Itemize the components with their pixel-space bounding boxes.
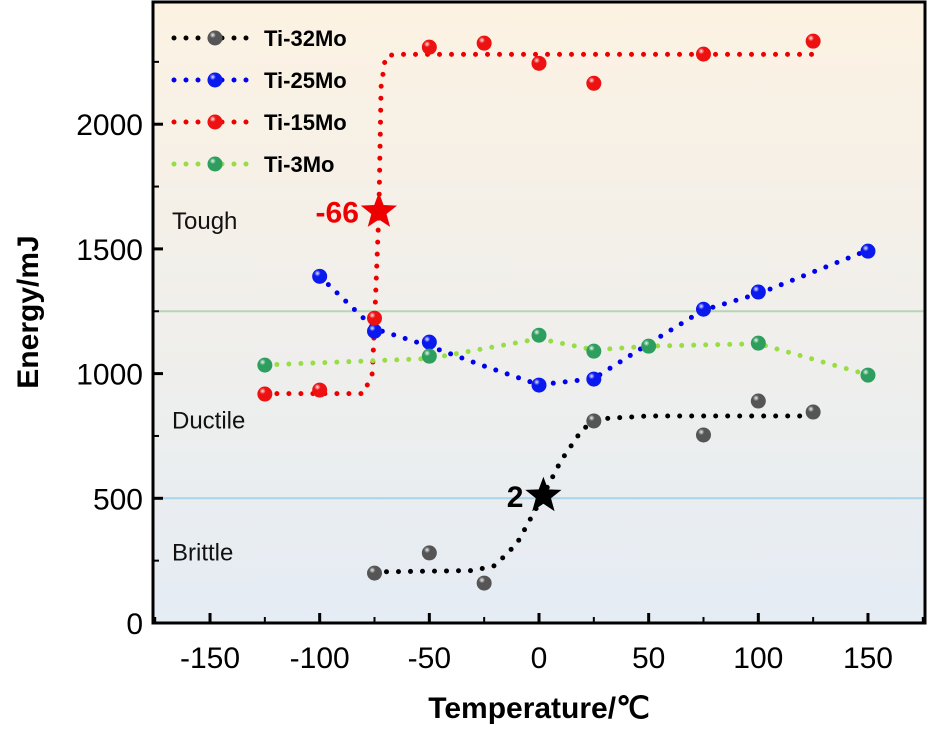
x-tick-label: -150 — [180, 642, 240, 675]
data-point-ti-15mo-highlight — [257, 386, 273, 402]
fit-line-ti-25mo — [317, 247, 871, 388]
data-point-ti-32mo-highlight — [805, 404, 821, 420]
data-point-ti-15mo-highlight — [312, 382, 328, 398]
data-point-ti-15mo-highlight — [367, 310, 383, 326]
legend-label: Ti-3Mo — [264, 152, 334, 177]
transition-temperature-label: -66 — [316, 196, 359, 229]
data-point-ti-3mo-highlight — [860, 367, 876, 383]
star-marker — [525, 476, 562, 512]
data-point-ti-25mo-highlight — [312, 268, 328, 284]
zone-label-ductile: Ductile — [172, 407, 245, 434]
y-tick-label: 500 — [93, 483, 143, 516]
data-point-ti-32mo-highlight — [586, 413, 602, 429]
legend-marker-highlight — [207, 156, 223, 172]
legend-marker-highlight — [207, 30, 223, 46]
y-axis-label: Energy/mJ — [12, 235, 45, 388]
plot-background — [153, 2, 925, 623]
data-point-ti-15mo-highlight — [531, 55, 547, 71]
data-point-ti-25mo-highlight — [421, 334, 437, 350]
data-point-ti-32mo-highlight — [367, 565, 383, 581]
star-marker — [360, 192, 397, 227]
data-point-ti-3mo-highlight — [421, 348, 437, 364]
data-point-ti-25mo-highlight — [860, 243, 876, 259]
zone-label-brittle: Brittle — [172, 540, 233, 567]
x-tick-label: 100 — [733, 642, 783, 675]
x-tick-label: 150 — [843, 642, 893, 675]
zone-label-tough: Tough — [172, 208, 237, 235]
x-axis-label: Temperature/℃ — [428, 692, 650, 725]
data-point-ti-15mo-highlight — [421, 39, 437, 55]
data-point-ti-15mo-highlight — [695, 46, 711, 62]
data-point-ti-3mo-highlight — [641, 338, 657, 354]
data-point-ti-25mo-highlight — [531, 377, 547, 393]
fit-line-ti-15mo — [262, 51, 816, 397]
x-tick-label: -50 — [408, 642, 451, 675]
data-point-ti-15mo-highlight — [476, 35, 492, 51]
x-tick-label: 50 — [632, 642, 665, 675]
legend-label: Ti-25Mo — [264, 68, 347, 93]
y-tick-label: 1500 — [76, 234, 143, 267]
data-point-ti-3mo-highlight — [750, 335, 766, 351]
legend-label: Ti-32Mo — [264, 26, 347, 51]
fit-line-ti-32mo — [372, 413, 816, 575]
y-tick-label: 2000 — [76, 109, 143, 142]
x-tick-label: 0 — [531, 642, 548, 675]
legend-marker-highlight — [207, 72, 223, 88]
y-tick-label: 1000 — [76, 359, 143, 392]
data-point-ti-32mo-highlight — [750, 393, 766, 409]
data-point-ti-32mo-highlight — [421, 545, 437, 561]
data-point-ti-15mo-highlight — [805, 33, 821, 49]
legend-label: Ti-15Mo — [264, 110, 347, 135]
data-point-ti-3mo-highlight — [531, 327, 547, 343]
data-point-ti-3mo-highlight — [257, 357, 273, 373]
transition-temperature-label: 2 — [507, 481, 524, 514]
x-tick-label: -100 — [290, 642, 350, 675]
data-point-ti-25mo-highlight — [750, 284, 766, 300]
data-point-ti-3mo-highlight — [586, 343, 602, 359]
data-point-ti-25mo-highlight — [586, 371, 602, 387]
legend-marker-highlight — [207, 114, 223, 130]
data-point-ti-25mo-highlight — [367, 323, 383, 339]
y-tick-label: 0 — [126, 608, 143, 641]
data-point-ti-15mo-highlight — [586, 75, 602, 91]
data-point-ti-32mo-highlight — [476, 575, 492, 591]
data-point-ti-32mo-highlight — [695, 427, 711, 443]
data-point-ti-25mo-highlight — [695, 301, 711, 317]
